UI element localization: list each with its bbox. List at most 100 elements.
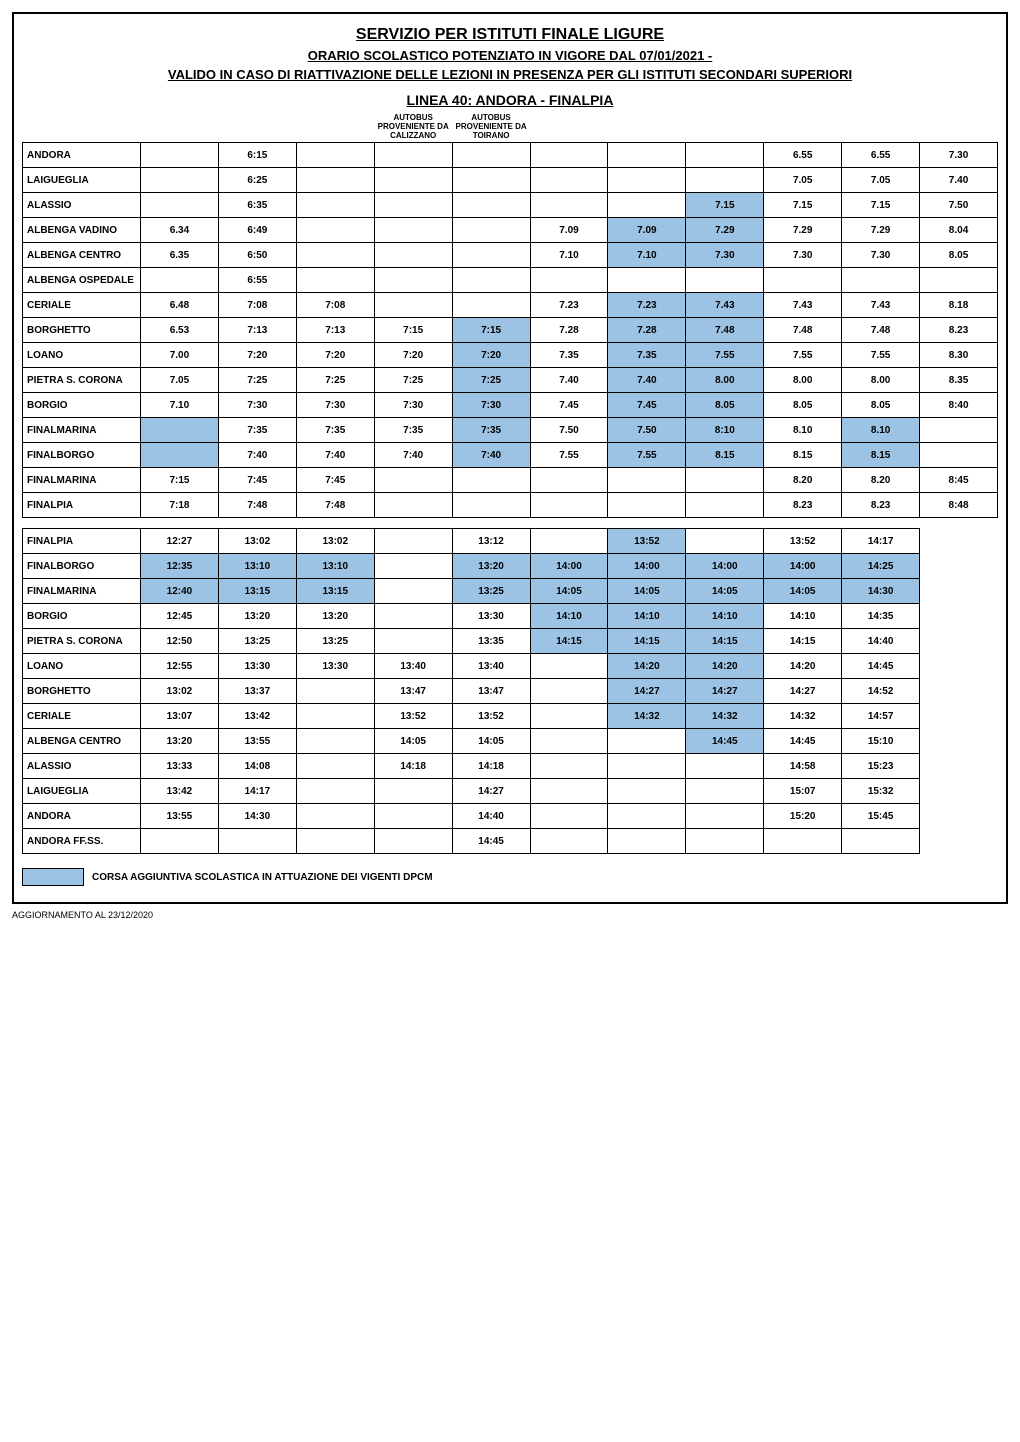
time-cell: 14:30 <box>842 579 920 604</box>
timetable-row: ALASSIO13:3314:0814:1814:1814:5815:23 <box>23 754 998 779</box>
time-cell: 7.35 <box>530 343 608 368</box>
time-cell: 15:32 <box>842 779 920 804</box>
time-cell: 14:27 <box>686 679 764 704</box>
time-cell: 8.35 <box>920 368 998 393</box>
time-cell: 7.30 <box>764 243 842 268</box>
time-cell: 8.15 <box>842 443 920 468</box>
time-cell: 14:10 <box>764 604 842 629</box>
time-cell: 13:02 <box>141 679 219 704</box>
time-cell <box>530 529 608 554</box>
timetable-row: LOANO7.007:207:207:207:207.357.357.557.5… <box>23 343 998 368</box>
subtitle-line-1: ORARIO SCOLASTICO POTENZIATO IN VIGORE D… <box>22 48 998 63</box>
stop-name: BORGHETTO <box>23 679 141 704</box>
time-cell <box>452 193 530 218</box>
time-cell: 14:40 <box>842 629 920 654</box>
time-cell: 7.43 <box>764 293 842 318</box>
time-cell: 8.04 <box>920 218 998 243</box>
time-cell: 7.48 <box>764 318 842 343</box>
time-cell <box>686 143 764 168</box>
time-cell: 14:10 <box>530 604 608 629</box>
stop-name: FINALBORGO <box>23 443 141 468</box>
time-cell <box>530 729 608 754</box>
time-cell: 15:45 <box>842 804 920 829</box>
time-cell: 7:40 <box>452 443 530 468</box>
time-cell: 6.35 <box>141 243 219 268</box>
time-cell <box>452 243 530 268</box>
stop-name: ALBENGA CENTRO <box>23 243 141 268</box>
time-cell <box>141 168 219 193</box>
time-cell: 8.20 <box>764 468 842 493</box>
time-cell: 8.23 <box>764 493 842 518</box>
time-cell: 6.53 <box>141 318 219 343</box>
time-cell: 7:20 <box>374 343 452 368</box>
time-cell: 14:05 <box>686 579 764 604</box>
timetable-row: ANDORA13:5514:3014:4015:2015:45 <box>23 804 998 829</box>
time-cell: 7.40 <box>608 368 686 393</box>
time-cell: 8.10 <box>764 418 842 443</box>
time-cell: 13:20 <box>452 554 530 579</box>
time-cell: 14:00 <box>530 554 608 579</box>
time-cell <box>608 143 686 168</box>
time-cell: 7:30 <box>374 393 452 418</box>
time-cell <box>374 804 452 829</box>
time-cell: 14:15 <box>764 629 842 654</box>
time-cell <box>686 829 764 854</box>
time-cell: 7:13 <box>296 318 374 343</box>
time-cell: 7.28 <box>608 318 686 343</box>
time-cell: 7.09 <box>530 218 608 243</box>
time-cell: 14:32 <box>608 704 686 729</box>
time-cell: 14:20 <box>764 654 842 679</box>
time-cell: 8:10 <box>686 418 764 443</box>
time-cell: 13:20 <box>141 729 219 754</box>
time-cell: 14:05 <box>452 729 530 754</box>
time-cell <box>452 493 530 518</box>
time-cell: 7:25 <box>374 368 452 393</box>
time-cell: 13:07 <box>141 704 219 729</box>
time-cell <box>530 679 608 704</box>
timetable-row: ALBENGA CENTRO6.356:507.107.107.307.307.… <box>23 243 998 268</box>
timetable-row: BORGHETTO6.537:137:137:157:157.287.287.4… <box>23 318 998 343</box>
stop-name: ANDORA FF.SS. <box>23 829 141 854</box>
time-cell: 7:25 <box>452 368 530 393</box>
time-cell: 14:10 <box>608 604 686 629</box>
time-cell <box>452 218 530 243</box>
time-cell: 15:10 <box>842 729 920 754</box>
time-cell <box>608 493 686 518</box>
time-cell: 14:05 <box>374 729 452 754</box>
stop-name: ANDORA <box>23 143 141 168</box>
timetable-row: ALASSIO6:357.157.157.157.50 <box>23 193 998 218</box>
time-cell <box>686 779 764 804</box>
time-cell <box>296 779 374 804</box>
time-cell <box>842 829 920 854</box>
time-cell: 7.50 <box>608 418 686 443</box>
time-cell: 13:47 <box>452 679 530 704</box>
time-cell: 7:35 <box>218 418 296 443</box>
time-cell: 7:40 <box>374 443 452 468</box>
time-cell <box>296 168 374 193</box>
time-cell <box>141 418 219 443</box>
stop-name: ALBENGA OSPEDALE <box>23 268 141 293</box>
stop-name: PIETRA S. CORONA <box>23 368 141 393</box>
time-cell: 7.29 <box>764 218 842 243</box>
time-cell <box>374 604 452 629</box>
time-cell: 8.18 <box>920 293 998 318</box>
stop-name: ALBENGA VADINO <box>23 218 141 243</box>
time-cell <box>530 779 608 804</box>
time-cell <box>608 754 686 779</box>
timetable-row: FINALMARINA7:357:357:357:357.507.508:108… <box>23 418 998 443</box>
time-cell <box>374 779 452 804</box>
time-cell: 13:47 <box>374 679 452 704</box>
time-cell <box>686 168 764 193</box>
time-cell: 7:35 <box>374 418 452 443</box>
stop-name: LAIGUEGLIA <box>23 168 141 193</box>
time-cell: 7.55 <box>686 343 764 368</box>
time-cell: 7.23 <box>530 293 608 318</box>
legend: CORSA AGGIUNTIVA SCOLASTICA IN ATTUAZION… <box>22 868 998 886</box>
time-cell: 14:05 <box>608 579 686 604</box>
time-cell <box>218 829 296 854</box>
timetable-row: FINALBORGO7:407:407:407:407.557.558.158.… <box>23 443 998 468</box>
time-cell: 14:00 <box>608 554 686 579</box>
time-cell <box>296 193 374 218</box>
time-cell: 8.05 <box>686 393 764 418</box>
timetable-row: BORGHETTO13:0213:3713:4713:4714:2714:271… <box>23 679 998 704</box>
